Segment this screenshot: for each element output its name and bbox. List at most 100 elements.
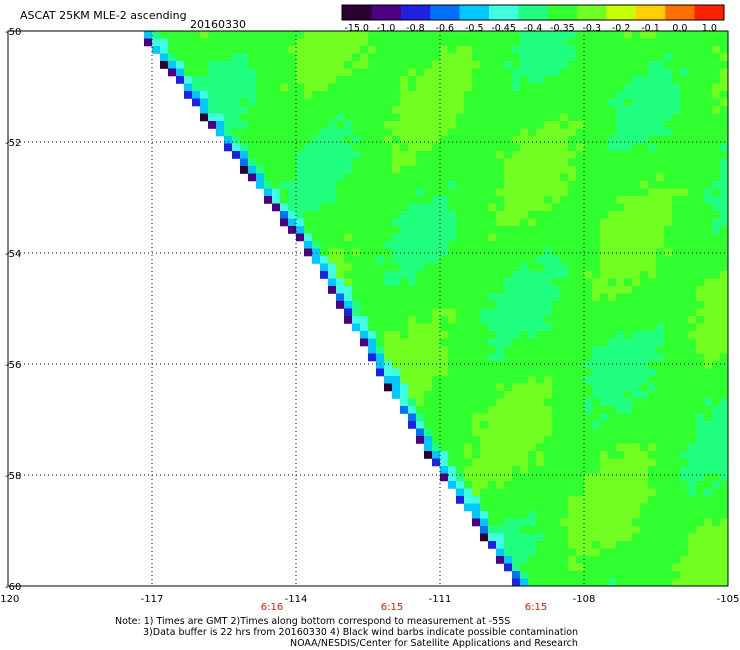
mle-cell: [448, 166, 457, 174]
mle-cell: [688, 526, 697, 534]
mle-cell: [344, 248, 353, 257]
mle-cell: [672, 533, 681, 542]
mle-cell: [496, 458, 505, 467]
mle-cell: [288, 188, 297, 197]
mle-cell: [456, 316, 465, 324]
mle-cell: [544, 188, 553, 197]
mle-cell: [656, 488, 665, 497]
mle-cell: [456, 188, 465, 197]
mle-cell: [608, 488, 617, 497]
mle-cell: [272, 188, 281, 197]
mle-cell: [552, 166, 561, 174]
mle-cell: [464, 413, 473, 422]
mle-cell: [296, 76, 305, 84]
mle-cell: [272, 61, 281, 69]
mle-cell: [408, 413, 417, 422]
mle-cell: [528, 106, 537, 114]
mle-cell: [664, 256, 673, 264]
mle-cell: [624, 53, 633, 62]
mle-cell: [624, 121, 633, 129]
mle-cell: [472, 286, 481, 294]
mle-cell: [232, 76, 241, 84]
mle-cell: [496, 473, 505, 482]
mle-cell: [264, 128, 273, 137]
mle-cell: [416, 323, 425, 332]
mle-cell: [256, 181, 265, 189]
mle-cell: [664, 368, 673, 377]
mle-cell: [440, 203, 449, 212]
mle-cell: [720, 518, 728, 527]
mle-cell: [720, 256, 728, 264]
mle-cell: [696, 346, 705, 354]
mle-cell: [688, 46, 697, 54]
mle-cell: [432, 196, 441, 204]
mle-cell: [632, 226, 641, 234]
mle-cell: [352, 83, 361, 92]
mle-cell: [720, 91, 728, 99]
mle-cell: [720, 511, 728, 519]
mle-cell: [640, 248, 649, 257]
mle-cell: [528, 488, 537, 497]
mle-cell: [456, 218, 465, 227]
mle-cell: [400, 46, 409, 54]
mle-cell: [688, 368, 697, 377]
mle-cell: [592, 98, 601, 107]
mle-cell: [400, 233, 409, 242]
mle-cell: [512, 113, 521, 122]
mle-cell: [576, 233, 585, 242]
mle-cell: [680, 61, 689, 69]
mle-cell: [416, 38, 425, 47]
mle-cell: [568, 271, 577, 279]
mle-cell: [648, 353, 657, 362]
mle-cell: [376, 248, 385, 257]
mle-cell: [376, 113, 385, 122]
mle-cell: [288, 203, 297, 212]
mle-cell: [528, 541, 537, 549]
mle-cell: [640, 241, 649, 249]
mle-cell: [656, 353, 665, 362]
mle-cell: [424, 421, 433, 429]
y-tick-label: -56: [5, 360, 21, 371]
mle-cell: [488, 143, 497, 152]
mle-cell: [672, 413, 681, 422]
mle-cell: [672, 173, 681, 182]
mle-cell: [352, 98, 361, 107]
mle-cell: [680, 46, 689, 54]
mle-cell: [360, 136, 369, 144]
mle-cell: [520, 218, 529, 227]
mle-cell: [440, 421, 449, 429]
mle-cell: [600, 173, 609, 182]
mle-cell: [600, 353, 609, 362]
mle-cell: [624, 518, 633, 527]
mle-cell: [632, 136, 641, 144]
mle-cell: [352, 121, 361, 129]
mle-cell: [240, 76, 249, 84]
mle-cell: [688, 293, 697, 302]
colorbar-swatch: [430, 5, 461, 20]
mle-cell: [552, 563, 561, 572]
mle-cell: [392, 293, 401, 302]
mle-cell: [392, 38, 401, 47]
mle-cell: [688, 496, 697, 504]
mle-cell: [624, 451, 633, 459]
mle-cell: [488, 338, 497, 347]
mle-cell: [360, 263, 369, 272]
mle-cell: [640, 128, 649, 137]
mle-cell: [304, 46, 313, 54]
mle-cell: [608, 196, 617, 204]
mle-cell: [672, 361, 681, 369]
mle-cell: [424, 308, 433, 317]
mle-cell: [224, 121, 233, 129]
mle-cell: [520, 53, 529, 62]
mle-cell: [664, 53, 673, 62]
mle-cell: [168, 53, 177, 62]
mle-cell: [320, 218, 329, 227]
mle-cell: [424, 113, 433, 122]
mle-cell: [608, 398, 617, 407]
mle-cell: [672, 181, 681, 189]
mle-cell: [472, 323, 481, 332]
mle-cell: [168, 46, 177, 54]
mle-cell: [648, 188, 657, 197]
mle-cell: [408, 361, 417, 369]
mle-cell: [616, 46, 625, 54]
